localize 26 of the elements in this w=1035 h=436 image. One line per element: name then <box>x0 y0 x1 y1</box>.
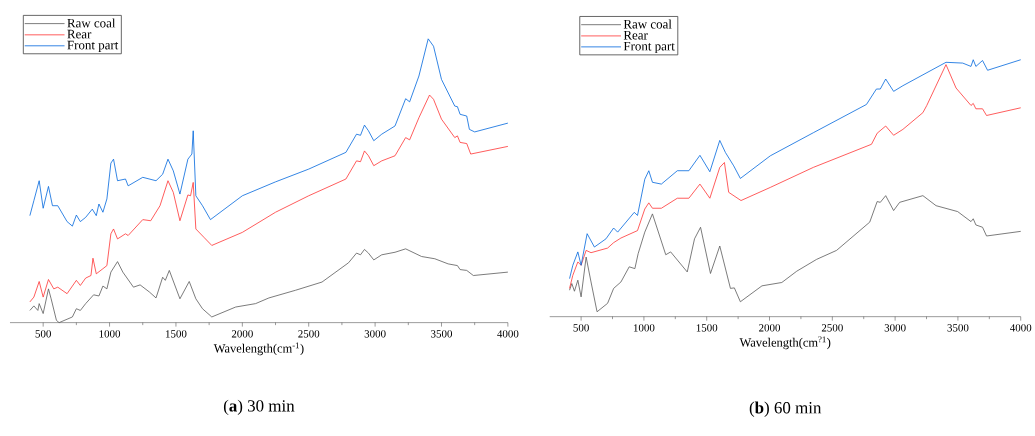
x-tick-label: 500 <box>35 330 51 338</box>
x-tick-label: 1500 <box>696 324 718 332</box>
text: (b) 60 min <box>749 401 822 417</box>
legend-label: Raw coal <box>623 19 672 29</box>
x-axis-title: Wavelength(cm$^{?1}$) <box>739 336 831 350</box>
x-axis-title: Wavelength(cm$^{-1}$) <box>213 342 304 356</box>
legend-label: Raw coal <box>67 18 116 28</box>
x-tick-label: 4000 <box>497 330 519 338</box>
x-tick-label: 3000 <box>884 324 906 332</box>
legend-label: Rear <box>623 30 648 40</box>
x-tick-label: 500 <box>573 324 589 332</box>
x-tick-label: 4000 <box>1009 324 1032 332</box>
legend-label: Front part <box>67 40 119 52</box>
x-tick-label: 2500 <box>821 324 843 332</box>
x-tick-label: 3500 <box>947 324 969 332</box>
x-tick-label: 3000 <box>364 330 386 338</box>
x-tick-label: 2500 <box>298 330 320 338</box>
text: (a) 30 min <box>223 399 295 415</box>
legend-label: Rear <box>67 29 92 39</box>
x-tick-label: 2000 <box>231 330 253 338</box>
x-tick-label: 2000 <box>759 324 781 332</box>
x-tick-label: 1500 <box>165 330 187 338</box>
x-tick-label: 1000 <box>633 324 655 332</box>
x-tick-label: 1000 <box>99 330 121 338</box>
x-tick-label: 3500 <box>431 330 453 338</box>
legend-label: Front part <box>623 41 675 54</box>
